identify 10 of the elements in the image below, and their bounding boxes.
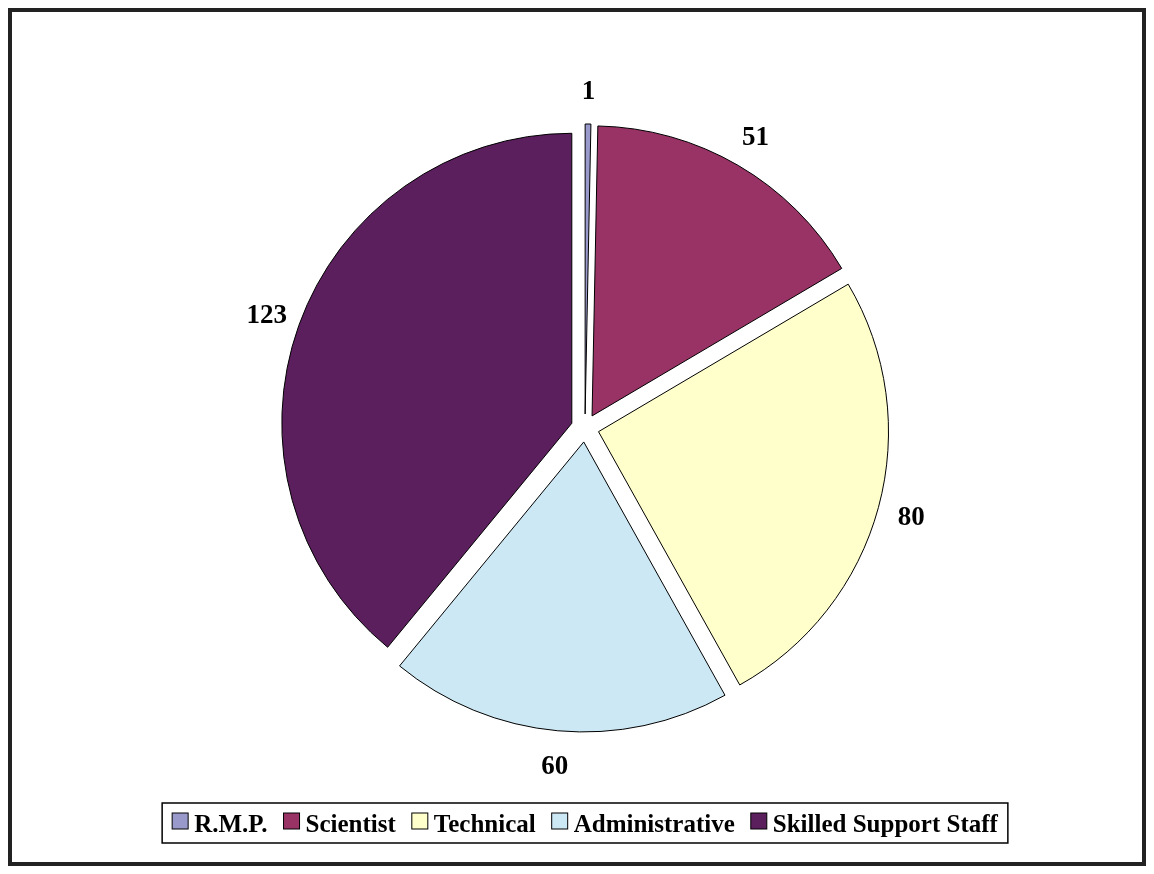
data-label: 123: [246, 298, 288, 329]
data-label: 60: [541, 749, 569, 780]
legend-label: Skilled Support Staff: [772, 809, 999, 837]
data-label: 1: [581, 75, 596, 106]
data-label: 51: [741, 121, 769, 152]
legend-label: Administrative: [573, 809, 735, 837]
legend-label: Technical: [433, 809, 536, 837]
data-label: 80: [897, 501, 925, 532]
legend-label: R.M.P.: [194, 809, 268, 837]
legend-label: Scientist: [305, 809, 397, 837]
